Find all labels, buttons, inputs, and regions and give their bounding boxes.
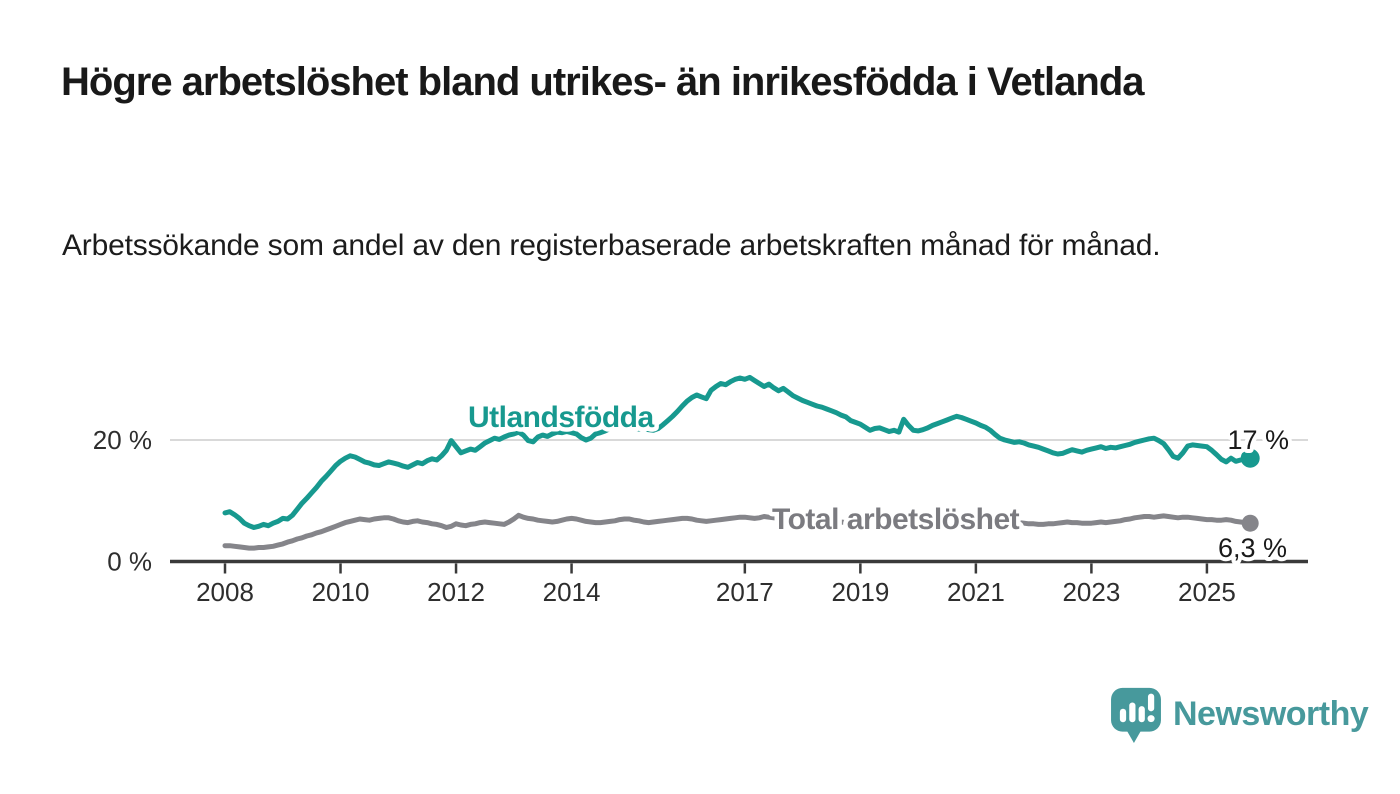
x-axis-label-2025: 2025 — [1178, 577, 1236, 607]
end-value-label-total-arbetsloshet: 6,3 % — [1218, 533, 1287, 563]
chart-title: Högre arbetslöshet bland utrikes- än inr… — [61, 60, 1144, 104]
newsworthy-branding: Newsworthy — [1110, 686, 1369, 746]
x-axis-label-2017: 2017 — [716, 577, 774, 607]
series-endpoint-dot-total-arbetsloshet — [1241, 514, 1259, 532]
x-axis-label-2008: 2008 — [196, 577, 254, 607]
series-line-utlandsfodda — [222, 374, 1253, 530]
chart-subtitle: Arbetssökande som andel av den registerb… — [62, 229, 1161, 262]
y-axis-label-0pct: 0 % — [107, 547, 152, 577]
series-endpoint-dot-utlandsfodda — [1240, 448, 1260, 468]
series-label-total-arbetsloshet: Total arbetslöshet — [772, 503, 1020, 536]
y-axis-label-20pct: 20 % — [93, 425, 152, 455]
x-axis-label-2021: 2021 — [947, 577, 1005, 607]
x-axis-label-2019: 2019 — [831, 577, 889, 607]
logo-bar-tall — [1129, 702, 1136, 723]
x-axis-label-2023: 2023 — [1062, 577, 1120, 607]
x-axis-label-2014: 2014 — [543, 577, 601, 607]
logo-bubble-tail — [1125, 728, 1143, 744]
logo-exclamation-bar — [1147, 693, 1155, 712]
x-axis-label-2012: 2012 — [427, 577, 485, 607]
logo-exclamation-dot — [1147, 715, 1155, 723]
series-line-total-arbetsloshet — [222, 512, 1253, 551]
logo-bar-medium — [1138, 706, 1145, 723]
newsworthy-logo-icon — [1111, 687, 1161, 744]
x-axis-label-2010: 2010 — [312, 577, 370, 607]
newsworthy-logo-text: Newsworthy — [1173, 695, 1369, 733]
series-label-utlandsfodda: Utlandsfödda — [468, 401, 654, 434]
logo-bar-small — [1119, 708, 1127, 723]
end-value-label-utlandsfodda: 17 % — [1227, 425, 1289, 455]
